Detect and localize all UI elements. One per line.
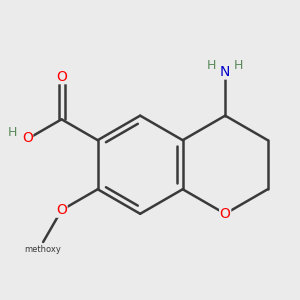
Text: methoxy: methoxy (25, 245, 62, 254)
Text: O: O (22, 131, 33, 145)
Text: O: O (56, 203, 67, 217)
Text: H: H (207, 58, 216, 72)
Text: O: O (220, 207, 231, 221)
Text: H: H (8, 126, 17, 139)
Text: O: O (56, 70, 67, 84)
Text: H: H (234, 58, 244, 72)
Text: N: N (220, 65, 230, 79)
